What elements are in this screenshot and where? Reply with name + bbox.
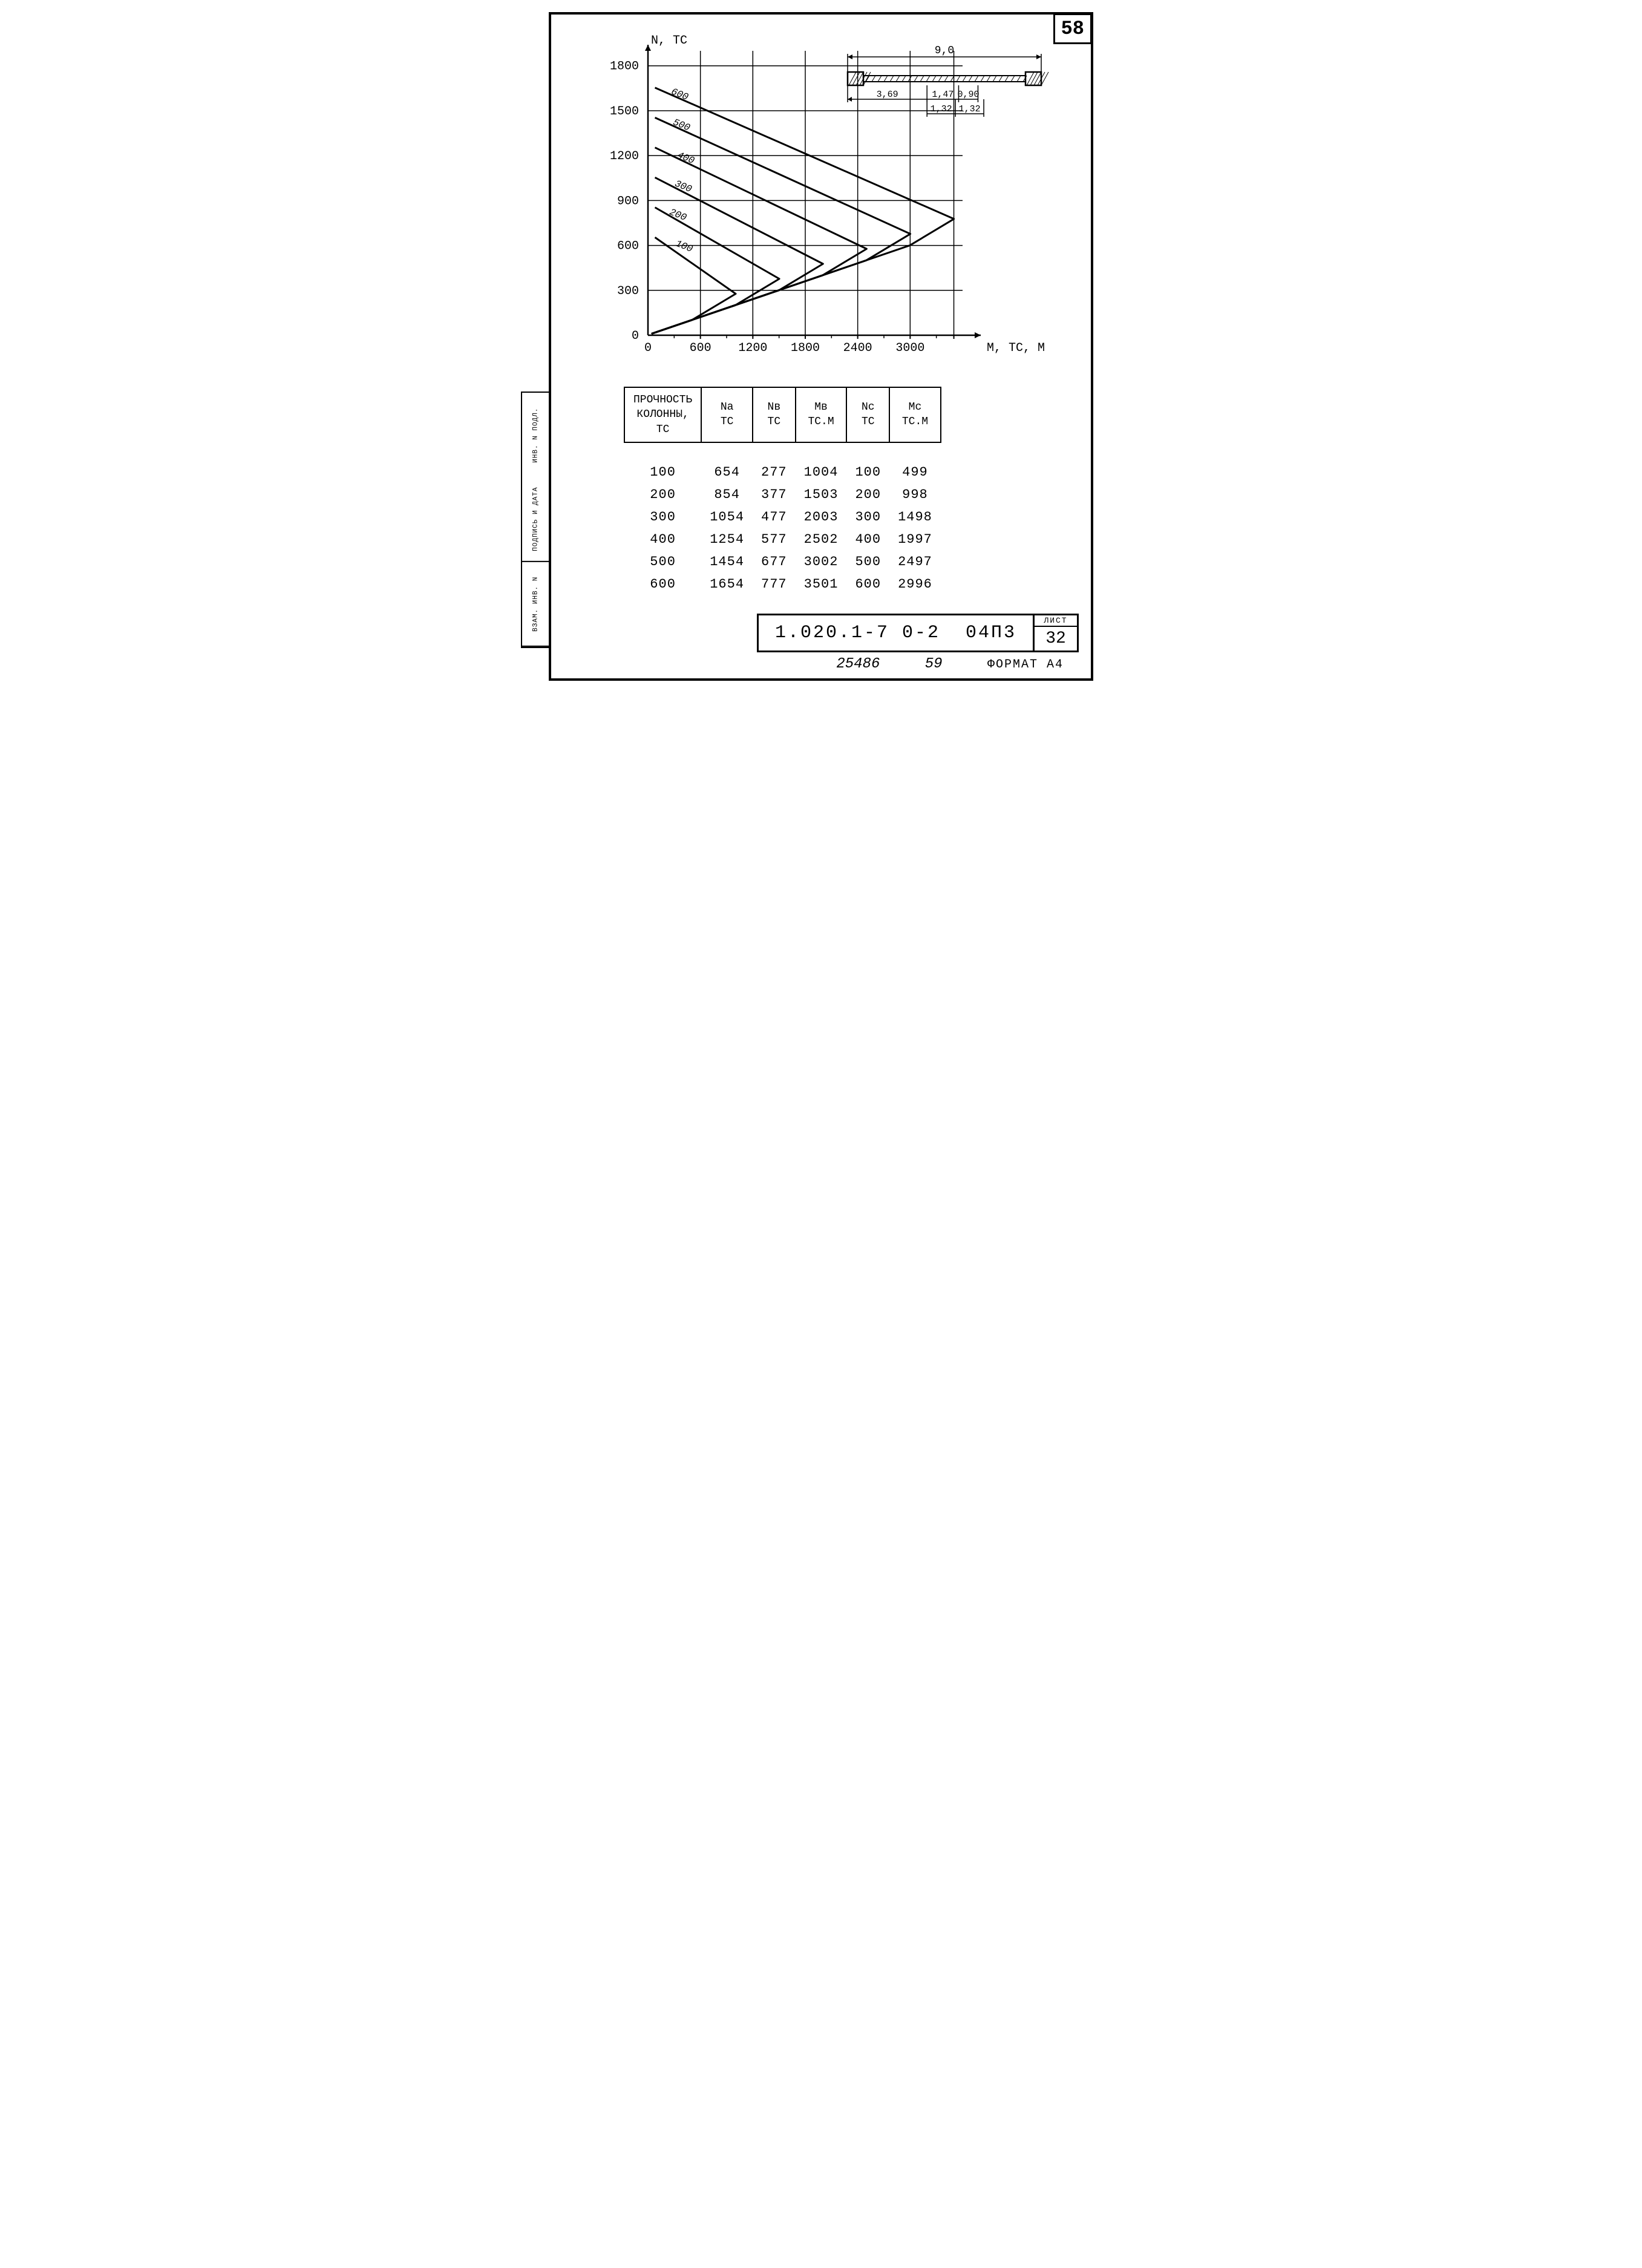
table-cell: 2497: [889, 551, 941, 573]
table-cell: 854: [701, 483, 753, 506]
table-cell: 1054: [701, 506, 753, 528]
table-header: NвТС: [753, 387, 796, 442]
svg-text:300: 300: [673, 179, 693, 195]
table-cell: 2502: [796, 528, 847, 551]
svg-text:3,69: 3,69: [877, 90, 898, 100]
drawing-sheet: 58 ИНВ. N ПОДЛ. ПОДПИСЬ И ДАТА ВЗАМ. ИНВ…: [549, 12, 1093, 681]
table-row: 500145467730025002497: [624, 551, 941, 573]
table-cell: 500: [624, 551, 701, 573]
svg-text:N, ТС: N, ТС: [651, 34, 687, 48]
serial-number: 25486: [836, 656, 880, 672]
table-cell: 277: [753, 461, 796, 483]
left-stamp-block: ИНВ. N ПОДЛ. ПОДПИСЬ И ДАТА ВЗАМ. ИНВ. N: [521, 392, 551, 648]
svg-text:9,0: 9,0: [935, 45, 954, 57]
svg-text:300: 300: [617, 284, 639, 298]
table-cell: 300: [846, 506, 889, 528]
table-cell: 1498: [889, 506, 941, 528]
table-cell: 477: [753, 506, 796, 528]
svg-text:500: 500: [672, 117, 692, 134]
table-cell: 654: [701, 461, 753, 483]
title-block: 1.020.1-7 0-2 04П3 ЛИСТ 32: [757, 614, 1079, 652]
table-cell: 1254: [701, 528, 753, 551]
svg-text:900: 900: [617, 194, 639, 208]
table-header: NaТС: [701, 387, 753, 442]
table-cell: 200: [624, 483, 701, 506]
table-cell: 577: [753, 528, 796, 551]
table-cell: 3002: [796, 551, 847, 573]
drawing-code: 1.020.1-7 0-2 04П3: [759, 615, 1033, 651]
table-cell: 1503: [796, 483, 847, 506]
table-cell: 1454: [701, 551, 753, 573]
sheet-number: 32: [1035, 627, 1077, 651]
table-row: 600165477735016002996: [624, 573, 941, 595]
table-row: 1006542771004100499: [624, 461, 941, 483]
table-row: 2008543771503200998: [624, 483, 941, 506]
strength-table: ПРОЧНОСТЬКОЛОННЫ,ТСNaТСNвТСМвТС.МNсТСМсТ…: [624, 387, 941, 595]
sheet-label: ЛИСТ: [1035, 615, 1077, 627]
svg-text:М, ТС, М: М, ТС, М: [987, 341, 1045, 355]
table-header: ПРОЧНОСТЬКОЛОННЫ,ТС: [624, 387, 701, 442]
sheet-box: ЛИСТ 32: [1033, 615, 1077, 651]
paper-format: ФОРМАТ А4: [987, 658, 1064, 672]
table-cell: 100: [624, 461, 701, 483]
footer-page: 59: [925, 656, 943, 672]
svg-text:1500: 1500: [610, 105, 639, 119]
table-cell: 1654: [701, 573, 753, 595]
svg-text:1800: 1800: [791, 341, 820, 355]
svg-text:400: 400: [676, 150, 696, 167]
table-cell: 998: [889, 483, 941, 506]
svg-text:0: 0: [632, 329, 639, 343]
stamp-vzam: ВЗАМ. ИНВ. N: [522, 562, 549, 647]
svg-text:600: 600: [690, 341, 711, 355]
svg-text:1,32: 1,32: [931, 104, 952, 114]
table-cell: 499: [889, 461, 941, 483]
table-cell: 300: [624, 506, 701, 528]
page-number-top: 58: [1053, 13, 1092, 44]
svg-text:1200: 1200: [738, 341, 767, 355]
table-cell: 400: [846, 528, 889, 551]
svg-text:1,32: 1,32: [959, 104, 981, 114]
table-cell: 600: [846, 573, 889, 595]
table-cell: 200: [846, 483, 889, 506]
table-cell: 2003: [796, 506, 847, 528]
stamp-sign: ПОДПИСЬ И ДАТА: [522, 477, 549, 562]
table-cell: 3501: [796, 573, 847, 595]
table-row: 300105447720033001498: [624, 506, 941, 528]
table-row: 400125457725024001997: [624, 528, 941, 551]
table-header: МсТС.М: [889, 387, 941, 442]
table-header: NсТС: [846, 387, 889, 442]
svg-text:1,47: 1,47: [932, 90, 953, 100]
table-cell: 1004: [796, 461, 847, 483]
svg-text:2400: 2400: [843, 341, 872, 355]
table-cell: 400: [624, 528, 701, 551]
table-header: МвТС.М: [796, 387, 847, 442]
svg-text:3000: 3000: [895, 341, 924, 355]
table-cell: 777: [753, 573, 796, 595]
svg-text:1800: 1800: [610, 60, 639, 74]
svg-text:0,90: 0,90: [957, 90, 979, 100]
svg-text:0: 0: [644, 341, 652, 355]
interaction-chart: 0 300 600 900 1200 1500 1800 0 600 1200 1800 2400 30…: [587, 33, 1071, 372]
svg-text:1200: 1200: [610, 149, 639, 163]
svg-text:200: 200: [668, 207, 689, 224]
table-cell: 100: [846, 461, 889, 483]
table-cell: 600: [624, 573, 701, 595]
table-cell: 677: [753, 551, 796, 573]
svg-text:600: 600: [617, 240, 639, 254]
table-cell: 500: [846, 551, 889, 573]
table-cell: 377: [753, 483, 796, 506]
table-cell: 2996: [889, 573, 941, 595]
footer: 25486 59 ФОРМАТ А4: [587, 656, 1079, 672]
table-cell: 1997: [889, 528, 941, 551]
svg-text:600: 600: [670, 86, 690, 103]
stamp-inv: ИНВ. N ПОДЛ.: [522, 393, 549, 477]
